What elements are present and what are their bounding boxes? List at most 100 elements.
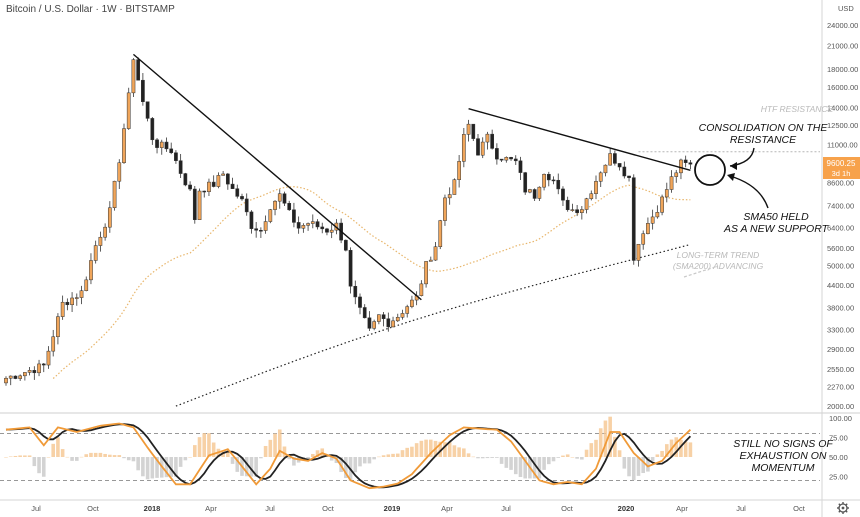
oscillator-bar [391, 453, 395, 457]
oscillator-bar [405, 447, 409, 457]
oscillator-bar [608, 416, 612, 457]
oscillator-bar [627, 457, 631, 477]
candle-body [660, 196, 664, 213]
oscillator-bar [93, 452, 98, 457]
oscillator-bar [499, 457, 504, 464]
candle-body [589, 193, 594, 199]
oscillator-bar [141, 457, 145, 477]
candle-body [254, 228, 259, 231]
oscillator-bar [580, 457, 584, 460]
trendline [468, 108, 691, 172]
candle-body [235, 188, 240, 197]
candle-body [480, 141, 485, 156]
candle-body [249, 211, 254, 229]
candle-body [537, 186, 542, 199]
oscillator-bar [169, 457, 173, 477]
candle-body [443, 197, 447, 221]
oscillator-tick-label: 75.00 [829, 434, 848, 443]
candle-body [70, 297, 74, 306]
time-tick-label: Oct [561, 504, 574, 513]
candle-body [192, 188, 197, 220]
price-tick-label: 5000.00 [827, 262, 854, 271]
candle-body [551, 179, 556, 182]
candle-body [528, 189, 532, 193]
candle-body [37, 363, 41, 374]
candle-body [433, 246, 438, 261]
candle-body [211, 181, 216, 187]
time-tick-label: Oct [87, 504, 100, 513]
oscillator-bar [598, 428, 603, 457]
price-axis[interactable]: 2000.00 2270.00 2550.00 2900.00 3300.00 3800.… [827, 21, 858, 411]
time-tick-label: Oct [793, 504, 806, 513]
candle-body [41, 363, 46, 366]
oscillator-bar [41, 457, 46, 477]
oscillator-bar [277, 429, 282, 457]
last-price-value: 9600.25 [827, 159, 856, 168]
interval-label[interactable]: 1W [101, 4, 117, 15]
oscillator-bar [230, 457, 235, 464]
oscillator-bar [126, 457, 131, 461]
oscillator-bar [4, 457, 8, 458]
price-tick-label: 2270.00 [827, 383, 854, 392]
candle-body [202, 190, 207, 193]
oscillator-bar [13, 455, 18, 457]
candle-body [287, 203, 292, 211]
candle-body [89, 260, 93, 281]
price-tick-label: 7400.00 [827, 201, 854, 210]
oscillator-bar [155, 457, 159, 478]
oscillator-axis[interactable]: 25.00 50.00 75.00 100.00 [829, 414, 852, 482]
candle-body [424, 261, 428, 285]
candle-body [594, 181, 598, 194]
candle-body [178, 160, 183, 174]
candle-body [56, 316, 60, 338]
oscillator-bar [617, 450, 622, 457]
candle-body [230, 183, 235, 189]
candle-body [428, 259, 433, 262]
candle-body [174, 152, 178, 161]
candle-body [164, 141, 169, 150]
oscillator-bar [60, 449, 65, 457]
candle-body [169, 148, 174, 153]
candle-body [452, 179, 457, 195]
candlesticks [4, 57, 693, 386]
oscillator-bar [480, 457, 485, 459]
time-tick-label: Oct [322, 504, 335, 513]
gear-icon[interactable] [837, 502, 849, 514]
candle-body [84, 279, 89, 291]
candle-body [348, 250, 353, 287]
time-axis[interactable]: Jul Oct 2018 Apr Jul Oct 2019 Apr Jul Oct 2020 Apr J… [31, 504, 806, 513]
price-tick-label: 12500.00 [827, 121, 858, 130]
sma50-annotation-line1: SMA50 HELD [743, 211, 809, 223]
oscillator-bar [197, 437, 202, 457]
candle-body [542, 173, 546, 188]
oscillator-bar [622, 457, 627, 469]
candle-body [112, 180, 117, 209]
oscillator-bar [108, 454, 112, 457]
oscillator-bar [32, 457, 37, 467]
trend-arrow [683, 265, 719, 278]
oscillator-bar [452, 445, 457, 457]
oscillator-bar [490, 457, 494, 458]
oscillator-bar [174, 457, 178, 477]
oscillator-bar [395, 453, 400, 457]
oscillator-bar [367, 457, 372, 464]
candle-body [419, 283, 424, 296]
oscillator-bar [358, 457, 362, 467]
oscillator-bar [419, 440, 424, 457]
candle-body [466, 123, 471, 135]
oscillator-bar [532, 457, 537, 479]
oscillator-bar [377, 456, 381, 458]
oscillator-bar [476, 457, 480, 459]
price-tick-label: 6400.00 [827, 224, 854, 233]
oscillator-bar [254, 457, 258, 477]
oscillator-bar [117, 455, 122, 457]
trend-annotation-line1: LONG-TERM TREND [677, 250, 760, 260]
candle-body [391, 320, 395, 328]
oscillator-bar [674, 437, 679, 457]
candle-body [674, 172, 679, 177]
candle-body [159, 141, 164, 148]
candle-body [461, 134, 466, 162]
candle-body [386, 318, 391, 328]
oscillator-tick-label: 50.00 [829, 453, 848, 462]
